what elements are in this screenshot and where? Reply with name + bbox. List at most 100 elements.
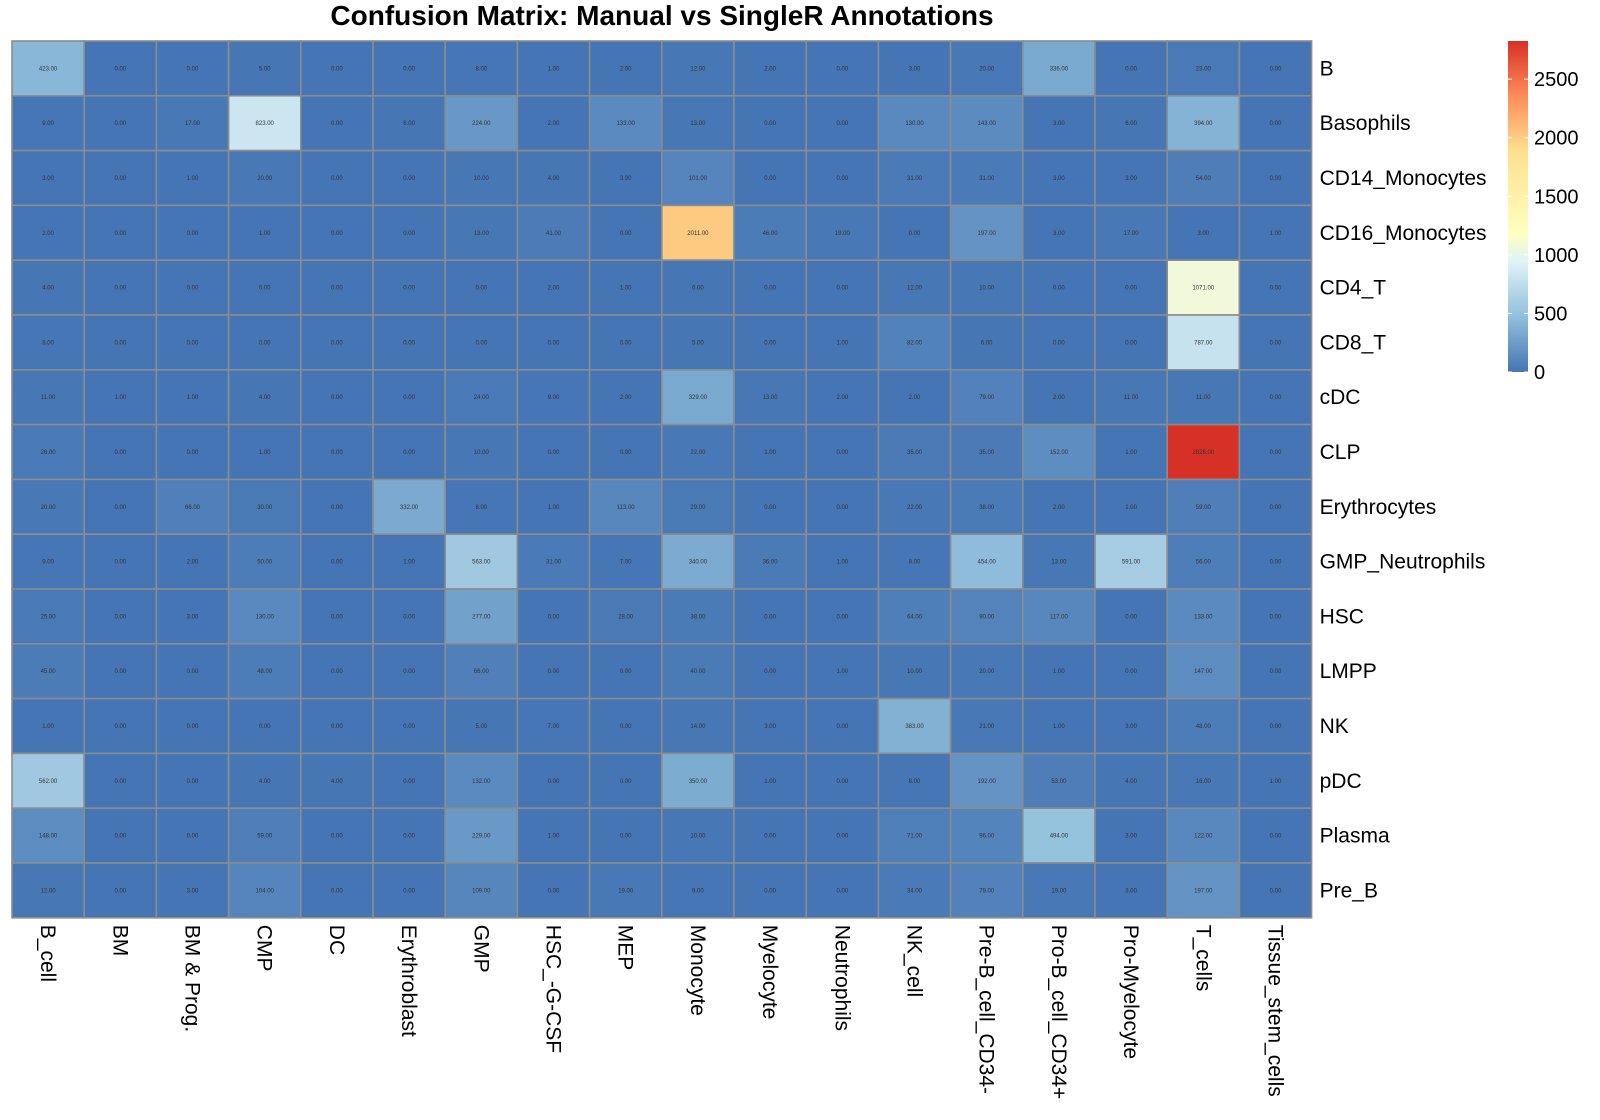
cell-value-label: 0.00 xyxy=(1270,340,1282,346)
cell-value-label: 48.00 xyxy=(257,669,273,675)
heatmap-cell xyxy=(949,862,1024,919)
heatmap-cell xyxy=(1238,478,1313,535)
cell-value-label: 0.00 xyxy=(620,779,632,785)
heatmap-cell xyxy=(11,697,85,755)
cell-value-label: 0.00 xyxy=(1270,560,1282,566)
cell-value-label: 0.00 xyxy=(836,724,848,730)
heatmap-cell xyxy=(372,149,446,207)
cell-value-label: 0.00 xyxy=(764,286,776,292)
heatmap-cell xyxy=(372,697,446,755)
cell-value-label: 0.00 xyxy=(1270,669,1282,675)
heatmap-cell xyxy=(588,862,663,919)
heatmap-cell xyxy=(299,807,374,864)
cell-value-label: 2.00 xyxy=(1053,505,1065,511)
heatmap-cell xyxy=(733,368,807,426)
heatmap-cell xyxy=(11,149,85,207)
cell-value-label: 8.00 xyxy=(909,560,921,566)
cell-value-label: 0.00 xyxy=(764,834,776,840)
cell-value-label: 104.00 xyxy=(256,888,275,894)
heatmap-cell xyxy=(660,259,735,316)
cell-value-label: 0.00 xyxy=(331,395,343,401)
cell-value-label: 0.00 xyxy=(403,66,415,72)
row-label: cDC xyxy=(1320,386,1361,409)
heatmap-cell xyxy=(949,368,1024,426)
heatmap-cell xyxy=(299,259,374,316)
column-label: MEP xyxy=(614,925,637,971)
cell-value-label: 1.00 xyxy=(42,724,54,730)
color-legend: 0 500 1000 1500 2000 2500 xyxy=(1508,41,1579,384)
cell-value-label: 0.00 xyxy=(331,614,343,620)
heatmap-cell xyxy=(877,259,952,316)
cell-value-label: 0.00 xyxy=(259,286,271,292)
cell-value-label: 148.00 xyxy=(39,834,58,840)
cell-value-label: 0.00 xyxy=(1270,286,1282,292)
heatmap-cell xyxy=(877,368,952,426)
cell-value-label: 22.00 xyxy=(690,450,706,456)
legend-tick-label: 1000 xyxy=(1534,245,1579,267)
heatmap-cell xyxy=(11,478,85,535)
cell-value-label: 0.00 xyxy=(114,614,126,620)
heatmap-cell xyxy=(83,752,158,810)
heatmap-cell xyxy=(83,588,158,645)
cell-value-label: 130.00 xyxy=(256,614,275,620)
heatmap-cell xyxy=(805,807,880,864)
cell-value-label: 0.00 xyxy=(331,450,343,456)
heatmap-cell xyxy=(588,259,663,316)
heatmap-cell xyxy=(1021,588,1096,645)
cell-value-label: 109.00 xyxy=(472,888,491,894)
cell-value-label: 40.00 xyxy=(690,669,706,675)
heatmap-cell xyxy=(1094,533,1168,590)
heatmap-cell xyxy=(1021,368,1096,426)
cell-value-label: 229.00 xyxy=(472,834,491,840)
heatmap-cell xyxy=(660,95,735,152)
cell-value-label: 423.00 xyxy=(39,66,58,72)
heatmap-cell xyxy=(299,697,374,755)
heatmap-cell xyxy=(1238,95,1313,152)
heatmap-cell xyxy=(1166,533,1241,590)
cell-value-label: 41.00 xyxy=(546,231,562,237)
cell-value-label: 122.00 xyxy=(1194,834,1213,840)
cell-value-label: 4.00 xyxy=(42,286,54,292)
cell-value-label: 0.00 xyxy=(1125,340,1137,346)
cell-value-label: 3.00 xyxy=(1053,176,1065,182)
heatmap-cell xyxy=(11,862,85,919)
heatmap-cell xyxy=(227,478,302,535)
heatmap-cell xyxy=(805,642,880,700)
heatmap-cell xyxy=(949,314,1024,371)
heatmap-cell xyxy=(588,588,663,645)
cell-value-label: 3.00 xyxy=(1125,724,1137,730)
heatmap-cell xyxy=(877,588,952,645)
cell-value-label: 1.00 xyxy=(1270,231,1282,237)
row-label: B xyxy=(1320,57,1334,80)
cell-value-label: 3.00 xyxy=(1053,231,1065,237)
heatmap-cell xyxy=(588,95,663,152)
cell-value-label: 0.00 xyxy=(331,560,343,566)
cell-value-label: 454.00 xyxy=(978,560,997,566)
column-label: CMP xyxy=(253,925,276,972)
cell-value-label: 31.00 xyxy=(907,176,923,182)
legend-tick-label: 2000 xyxy=(1534,128,1579,150)
cell-value-label: 31.00 xyxy=(546,560,562,566)
heatmap-cell xyxy=(588,149,663,207)
cell-value-label: 332.00 xyxy=(400,505,419,511)
cell-value-label: 11.00 xyxy=(41,395,56,401)
heatmap-cell xyxy=(1021,314,1096,371)
column-label: Pre-B_cell_CD34- xyxy=(975,925,998,1094)
cell-value-label: 113.00 xyxy=(617,505,636,511)
cell-value-label: 0.00 xyxy=(187,66,199,72)
heatmap-cell xyxy=(516,642,591,700)
cell-value-label: 3.00 xyxy=(1053,121,1065,127)
cell-value-label: 12.00 xyxy=(907,286,923,292)
cell-value-label: 3.00 xyxy=(620,176,632,182)
cell-value-label: 3.00 xyxy=(42,176,54,182)
cell-value-label: 3.00 xyxy=(764,724,776,730)
cell-value-label: 0.00 xyxy=(114,505,126,511)
cell-value-label: 0.00 xyxy=(331,340,343,346)
cell-value-label: 3.00 xyxy=(909,66,921,72)
cell-value-label: 0.00 xyxy=(836,834,848,840)
cell-value-label: 340.00 xyxy=(689,560,708,566)
cell-value-label: 0.00 xyxy=(764,614,776,620)
cell-value-label: 9.00 xyxy=(42,121,54,127)
column-label: Tissue_stem_cells xyxy=(1264,925,1287,1097)
heatmap-cell xyxy=(877,423,952,481)
